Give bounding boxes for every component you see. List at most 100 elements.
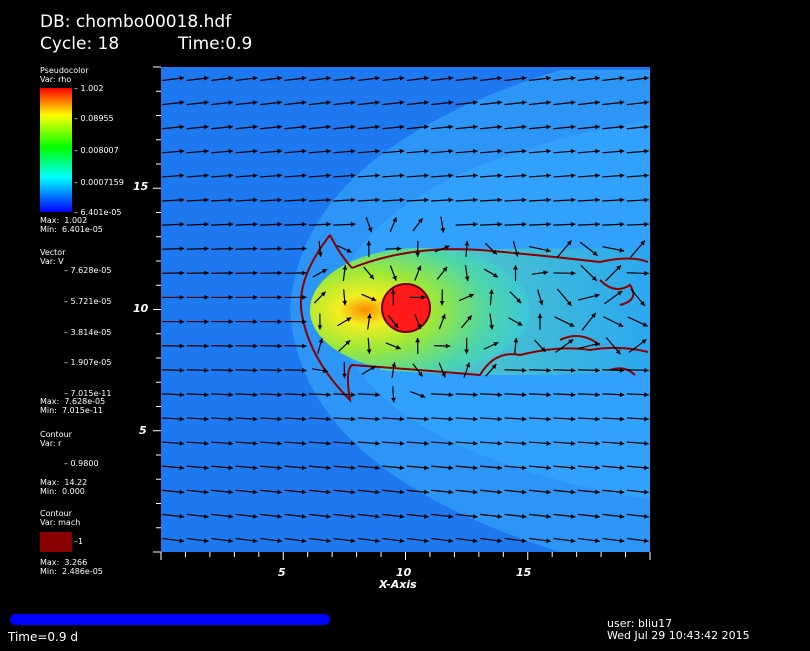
vector-arrow-head: [179, 465, 185, 471]
vector-arrow-head: [399, 197, 405, 203]
vector-arrow-head: [424, 197, 429, 203]
vector-arrow-head: [228, 124, 234, 130]
vector-arrow-head: [301, 75, 307, 81]
vector-arrow-head: [415, 252, 421, 257]
vector-arrow-head: [204, 197, 209, 203]
vector-arrow-head: [448, 173, 454, 179]
vector-arrow-head: [301, 538, 307, 544]
vector-arrow-head: [521, 489, 527, 495]
vector-arrow-head: [179, 489, 185, 495]
vector-arrow-head: [342, 373, 347, 379]
vector-arrow-head: [318, 338, 324, 344]
vector-arrow-head: [472, 514, 478, 519]
vector-arrow-head: [253, 392, 258, 398]
vector-arrow-head: [228, 173, 234, 179]
vector-arrow-head: [472, 124, 478, 130]
time-label: Time:0.9: [178, 34, 253, 54]
vector-arrow-head: [203, 75, 209, 81]
time-readout: Time=0.9 d: [8, 630, 78, 644]
vector-arrow-head: [545, 247, 551, 253]
axes-ticks: [153, 66, 651, 560]
vector-arrow-head: [448, 489, 454, 495]
vector-arrow-head: [253, 343, 258, 349]
vector-arrow-head: [473, 416, 478, 422]
contour-r-level: – 0.9800: [64, 459, 99, 468]
pseudocolor-tick: – 0.0007159: [74, 178, 124, 187]
vector-arrow-head: [228, 221, 234, 227]
vector-arrow-head: [570, 124, 576, 130]
vector-arrow-head: [618, 322, 624, 327]
vector-arrow-head: [375, 416, 380, 422]
vector-arrow-head: [203, 514, 209, 519]
vector-arrow-head: [522, 392, 527, 398]
vector-arrow-head: [252, 489, 258, 495]
vector-arrow-head: [492, 249, 497, 255]
vector-arrow-head: [448, 465, 454, 471]
vector-arrow-head: [521, 416, 527, 422]
vector-arrow-head: [514, 251, 519, 257]
vector-arrow-head: [366, 313, 372, 319]
vector-arrow-head: [617, 290, 623, 296]
vector-arrow-head: [497, 440, 503, 446]
vector-arrow-head: [253, 319, 258, 325]
contour-mach-level: –1: [74, 537, 84, 546]
mach-contour-swatch: [40, 532, 72, 552]
vector-arrow-head: [468, 293, 474, 299]
animation-progress-bar[interactable]: [10, 614, 330, 625]
vector-arrow-head: [497, 173, 503, 179]
vector-arrow-head: [228, 319, 234, 325]
vector-arrow-head: [619, 148, 625, 154]
vector-arrow-head: [473, 392, 478, 398]
vector-arrow-head: [595, 538, 600, 544]
vector-arrow-head: [350, 392, 356, 398]
vector-arrow-head: [252, 440, 258, 446]
vector-arrow-head: [497, 538, 502, 544]
vector-arrow-head: [253, 270, 258, 276]
vector-arrow-head: [569, 322, 575, 327]
vector-arrow-head: [441, 314, 446, 320]
vector-arrow-head: [253, 294, 258, 300]
vector-arrow-head: [326, 100, 331, 106]
vector-arrow-head: [179, 173, 185, 179]
vector-arrow-head: [473, 197, 478, 203]
vector-title: Vector: [40, 248, 66, 257]
vector-arrow-head: [566, 300, 572, 306]
vector-arrow-head: [253, 246, 258, 252]
vector-arrow-head: [594, 293, 600, 299]
vector-arrow-head: [415, 337, 421, 343]
vector-arrow-head: [546, 124, 551, 130]
vector-arrow-head: [204, 416, 209, 422]
vector-arrow-head: [448, 100, 454, 106]
vector-arrow-head: [570, 75, 576, 81]
vector-arrow-head: [619, 514, 625, 519]
vector-arrow-head: [540, 346, 546, 352]
vector-arrow-head: [277, 75, 282, 81]
pseudocolor-tick: – 6.401e-05: [74, 208, 122, 217]
vector-arrow-head: [277, 148, 282, 154]
vector-arrow-head: [277, 465, 282, 471]
vector-arrow-head: [644, 270, 649, 276]
pseudocolor-title: Pseudocolor: [40, 66, 89, 75]
vector-arrow-head: [399, 173, 405, 179]
vector-arrow-head: [521, 538, 527, 544]
vector-arrow-head: [326, 489, 331, 495]
vector-arrow-head: [591, 313, 596, 318]
vector-arrow-head: [543, 270, 548, 276]
vector-arrow-head: [497, 514, 503, 519]
vector-min: Min: 7.015e-11: [40, 406, 103, 415]
vector-arrow-head: [350, 489, 356, 495]
vector-arrow-head: [513, 265, 518, 270]
vector-arrow-head: [644, 124, 649, 130]
vector-arrow-head: [465, 362, 471, 368]
vector-arrow-head: [395, 344, 401, 350]
y-tick-10: 10: [133, 302, 149, 315]
vector-arrow-head: [440, 227, 446, 233]
vector-arrow-head: [472, 489, 478, 495]
vector-arrow-head: [179, 148, 185, 154]
vector-arrow-head: [644, 489, 649, 495]
vector-arrow-head: [203, 538, 209, 544]
vector-arrow-head: [345, 340, 351, 346]
vector-arrow-head: [619, 367, 625, 373]
vector-arrow-head: [595, 173, 600, 179]
